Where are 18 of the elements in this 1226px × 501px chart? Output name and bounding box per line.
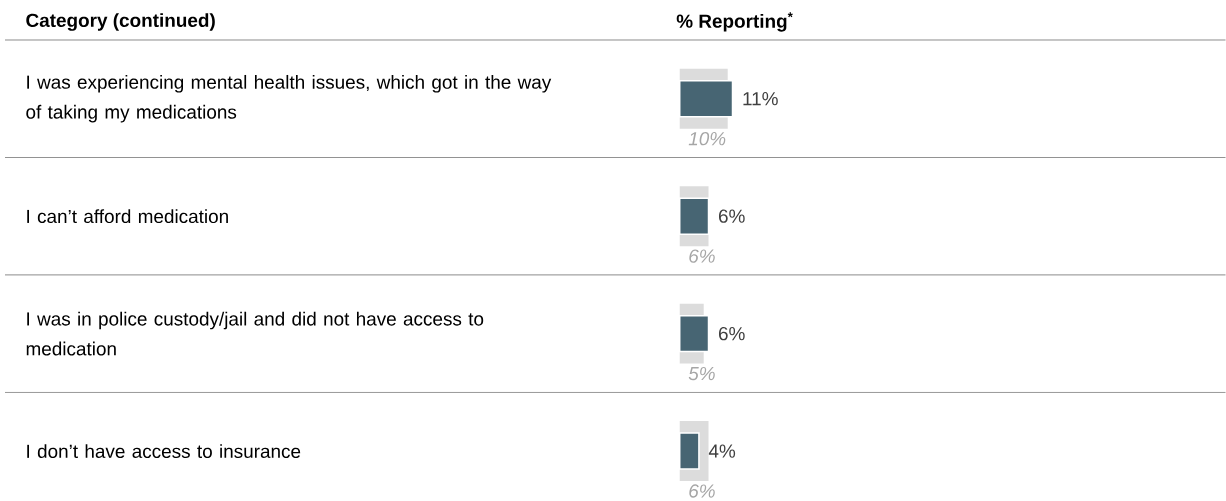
data-label: 6% — [718, 209, 745, 223]
bar — [678, 314, 710, 353]
bar — [678, 197, 710, 235]
data-label: 11% — [743, 92, 778, 106]
y-axis-title: Category (continued) — [26, 13, 215, 31]
data-label: 6% — [689, 484, 715, 498]
y-tick-label: I don’t have access to insurance — [27, 444, 301, 459]
bar — [678, 79, 734, 118]
data-label: 6% — [689, 249, 715, 263]
data-label: 10% — [688, 131, 726, 146]
bar — [678, 432, 700, 470]
data-label: 4% — [708, 444, 736, 458]
y-tick-label: I was in police custody/jail and did not have access to medication — [26, 311, 484, 356]
data-label: 5% — [688, 366, 715, 381]
x-axis-title: % Reporting$^{*}$ — [676, 12, 793, 32]
data-label: 6% — [718, 326, 745, 341]
y-tick-label: I can’t afford medication — [27, 209, 228, 224]
y-tick-label: I was experiencing mental health issues, which got in the way of taking my medications — [26, 74, 552, 123]
